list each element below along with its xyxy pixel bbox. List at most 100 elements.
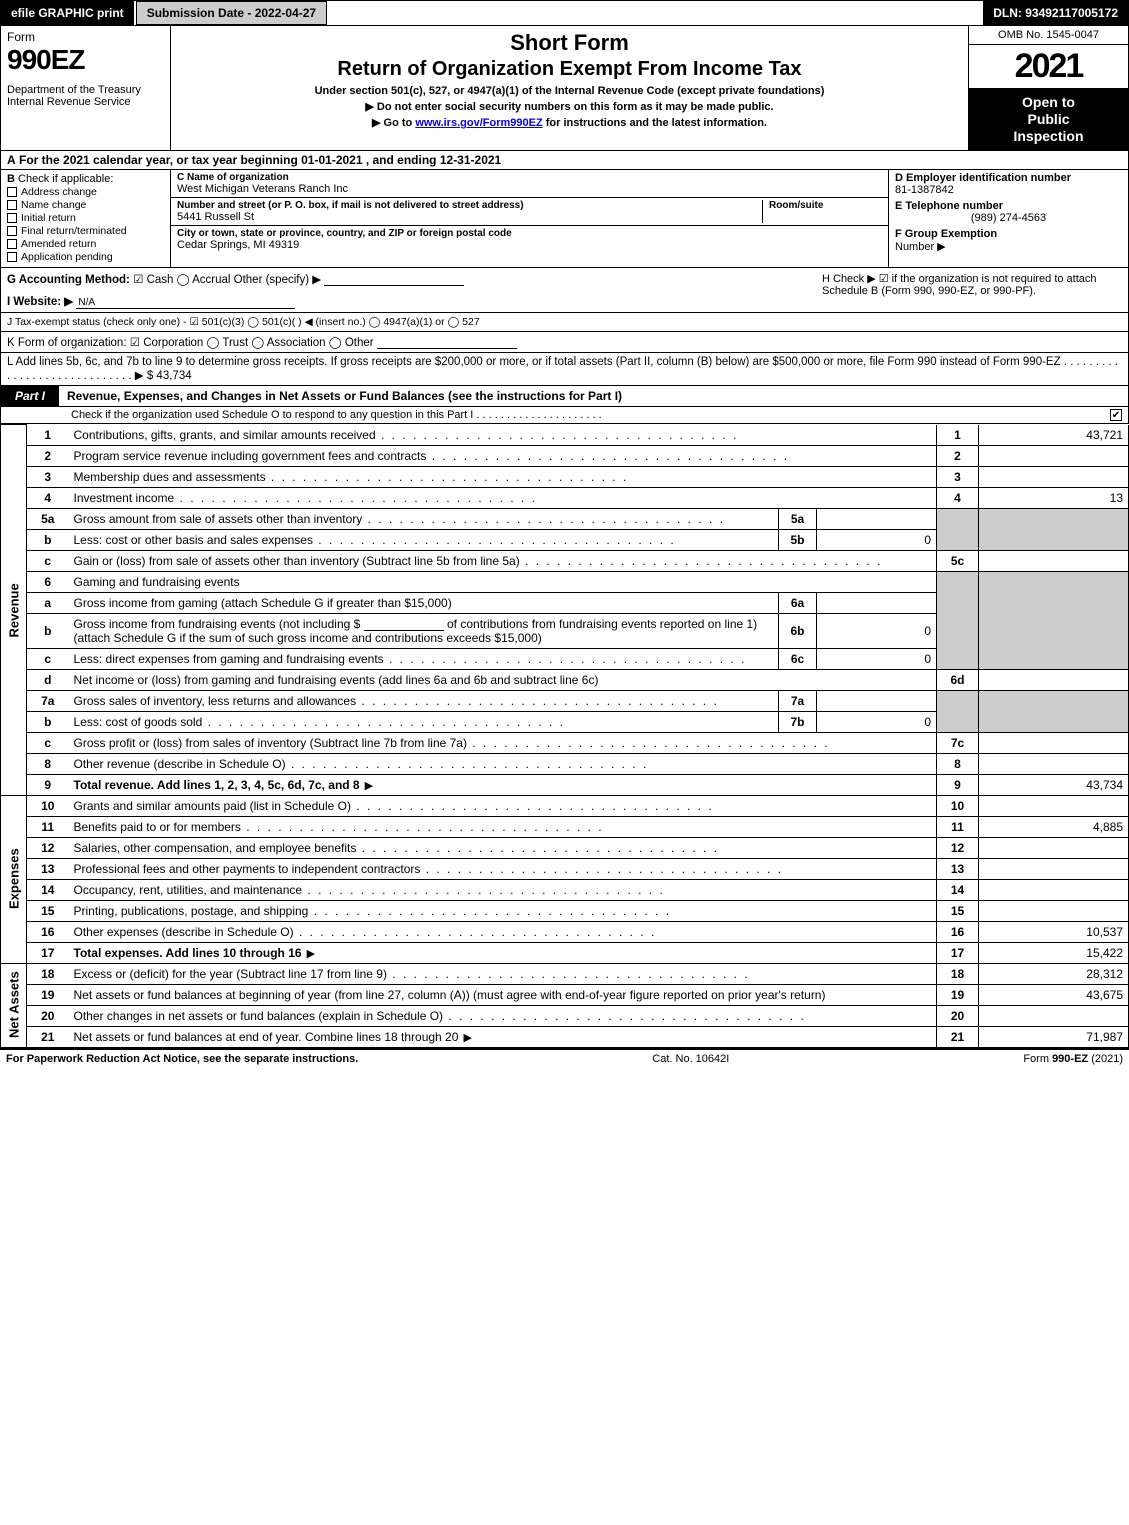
row-h: H Check ▶ ☑ if the organization is not r…: [822, 272, 1122, 308]
ld: Gross sales of inventory, less returns a…: [69, 690, 779, 711]
efile-print-button[interactable]: efile GRAPHIC print: [1, 1, 136, 25]
g-other-field[interactable]: [324, 272, 464, 286]
line-19: 19 Net assets or fund balances at beginn…: [1, 984, 1129, 1005]
header-center: Short Form Return of Organization Exempt…: [171, 26, 968, 150]
col-b: B Check if applicable: Address change Na…: [1, 170, 171, 267]
ld: Program service revenue including govern…: [69, 445, 937, 466]
chk-amended-return[interactable]: Amended return: [7, 238, 164, 250]
d-ein: D Employer identification number 81-1387…: [889, 170, 1128, 198]
c-street-value: 5441 Russell St: [177, 211, 762, 223]
lamt: [979, 795, 1129, 816]
ld: Grants and similar amounts paid (list in…: [69, 795, 937, 816]
col-c: C Name of organization West Michigan Vet…: [171, 170, 888, 267]
line-10: Expenses 10 Grants and similar amounts p…: [1, 795, 1129, 816]
ld: Total expenses. Add lines 10 through 16: [69, 942, 937, 963]
lnc: 7c: [937, 732, 979, 753]
line-9: 9 Total revenue. Add lines 1, 2, 3, 4, 5…: [1, 774, 1129, 795]
subtitle-ssn-warning: ▶ Do not enter social security numbers o…: [179, 100, 960, 113]
f-label: F Group Exemption: [895, 228, 997, 240]
l6b-blank[interactable]: [364, 617, 444, 631]
f-label-2: Number ▶: [895, 240, 1122, 253]
chk-initial-return[interactable]: Initial return: [7, 212, 164, 224]
part-1-title: Revenue, Expenses, and Changes in Net As…: [59, 386, 1128, 406]
checkbox-icon: [7, 252, 17, 262]
chk-label: Name change: [21, 199, 86, 211]
lamt: 4,885: [979, 816, 1129, 837]
col-b-heading: Check if applicable:: [18, 173, 113, 185]
irs-link[interactable]: www.irs.gov/Form990EZ: [415, 117, 542, 129]
ld: Professional fees and other payments to …: [69, 858, 937, 879]
line-21: 21 Net assets or fund balances at end of…: [1, 1026, 1129, 1047]
checkbox-icon: [7, 213, 17, 223]
f-group: F Group Exemption Number ▶: [889, 226, 1128, 255]
chk-final-return[interactable]: Final return/terminated: [7, 225, 164, 237]
ln: 19: [27, 984, 69, 1005]
row-a-text: For the 2021 calendar year, or tax year …: [19, 153, 501, 167]
lamt: [979, 550, 1129, 571]
lnc: 11: [937, 816, 979, 837]
row-a: A For the 2021 calendar year, or tax yea…: [0, 151, 1129, 170]
chk-application-pending[interactable]: Application pending: [7, 251, 164, 263]
i-label: I Website: ▶: [7, 296, 73, 308]
sv: 0: [817, 648, 937, 669]
ln: b: [27, 613, 69, 648]
chk-address-change[interactable]: Address change: [7, 186, 164, 198]
l6b-d1: Gross income from fundraising events (no…: [74, 617, 361, 631]
lnc: 5c: [937, 550, 979, 571]
ln: 6: [27, 571, 69, 592]
sb: 6c: [779, 648, 817, 669]
ld: Gross income from gaming (attach Schedul…: [69, 592, 779, 613]
k-text: K Form of organization: ☑ Corporation ◯ …: [7, 337, 374, 349]
line-13: 13 Professional fees and other payments …: [1, 858, 1129, 879]
k-other-field[interactable]: [377, 335, 517, 349]
c-name-row: C Name of organization West Michigan Vet…: [171, 170, 888, 198]
part-1-sub: Check if the organization used Schedule …: [0, 407, 1129, 424]
d-value: 81-1387842: [895, 184, 1122, 196]
part-1-sub-text: Check if the organization used Schedule …: [71, 409, 602, 421]
ld: Net assets or fund balances at beginning…: [69, 984, 937, 1005]
form-header: Form 990EZ Department of the Treasury In…: [0, 26, 1129, 151]
title-return: Return of Organization Exempt From Incom…: [179, 58, 960, 81]
goto-pre: ▶ Go to: [372, 117, 415, 129]
tax-year: 2021: [969, 45, 1128, 88]
open-line-2: Public: [973, 111, 1124, 128]
submission-date: Submission Date - 2022-04-27: [136, 1, 327, 25]
col-b-label: B: [7, 173, 15, 185]
c-street-row: Number and street (or P. O. box, if mail…: [171, 198, 888, 226]
lamt: 13: [979, 487, 1129, 508]
lnc: 15: [937, 900, 979, 921]
goto-post: for instructions and the latest informat…: [543, 117, 767, 129]
c-room: Room/suite: [762, 200, 882, 223]
line-6d: d Net income or (loss) from gaming and f…: [1, 669, 1129, 690]
part-1-header: Part I Revenue, Expenses, and Changes in…: [0, 386, 1129, 407]
footer-right-bold: 990-EZ: [1052, 1053, 1088, 1065]
line-7a: 7a Gross sales of inventory, less return…: [1, 690, 1129, 711]
lnc: 14: [937, 879, 979, 900]
line-12: 12 Salaries, other compensation, and emp…: [1, 837, 1129, 858]
e-value: (989) 274-4563: [895, 212, 1122, 224]
sb: 5a: [779, 508, 817, 529]
chk-label: Amended return: [21, 238, 96, 250]
chk-label: Address change: [21, 186, 97, 198]
lamt: 10,537: [979, 921, 1129, 942]
omb-number: OMB No. 1545-0047: [969, 26, 1128, 45]
lnc: 16: [937, 921, 979, 942]
j-text: J Tax-exempt status (check only one) - ☑…: [7, 316, 480, 328]
top-bar: efile GRAPHIC print Submission Date - 20…: [0, 0, 1129, 26]
lamt: [979, 732, 1129, 753]
ln: c: [27, 550, 69, 571]
page-footer: For Paperwork Reduction Act Notice, see …: [0, 1048, 1129, 1068]
footer-right-post: (2021): [1088, 1053, 1123, 1065]
c-street-label: Number and street (or P. O. box, if mail…: [177, 200, 762, 211]
ln: 2: [27, 445, 69, 466]
col-def: D Employer identification number 81-1387…: [888, 170, 1128, 267]
dept-line-2: Internal Revenue Service: [7, 96, 164, 108]
lnc: 3: [937, 466, 979, 487]
lamt: [979, 837, 1129, 858]
row-a-label: A: [7, 153, 16, 167]
part-1-sub-check[interactable]: ✔: [1110, 409, 1122, 421]
ln: 12: [27, 837, 69, 858]
ln: c: [27, 648, 69, 669]
lnc: 21: [937, 1026, 979, 1047]
chk-name-change[interactable]: Name change: [7, 199, 164, 211]
